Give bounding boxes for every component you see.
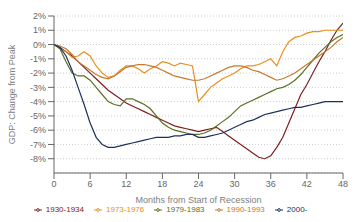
svg-text:0: 0 xyxy=(51,179,56,189)
svg-text:-3%: -3% xyxy=(30,83,46,93)
html-text:1930-1934: 1930-1934 xyxy=(45,205,84,214)
svg-text:-7%: -7% xyxy=(30,140,46,150)
html-text:1990-1993: 1990-1993 xyxy=(226,205,265,214)
svg-text:42: 42 xyxy=(302,179,312,189)
svg-text:-6%: -6% xyxy=(30,125,46,135)
svg-text:-2%: -2% xyxy=(30,68,46,78)
svg-text:18: 18 xyxy=(157,179,167,189)
svg-text:GDP: Change from Peak: GDP: Change from Peak xyxy=(8,44,17,144)
svg-text:2%: 2% xyxy=(33,11,46,21)
svg-text:0%: 0% xyxy=(33,40,46,50)
svg-text:6: 6 xyxy=(88,179,93,189)
html-text:1979-1983: 1979-1983 xyxy=(166,205,205,214)
html-text:1973-1976: 1973-1976 xyxy=(106,205,145,214)
svg-text:24: 24 xyxy=(193,179,203,189)
svg-text:36: 36 xyxy=(266,179,276,189)
svg-text:12: 12 xyxy=(121,179,131,189)
svg-text:-8%: -8% xyxy=(30,154,46,164)
svg-text:-1%: -1% xyxy=(30,54,46,64)
html-text:2000-: 2000- xyxy=(286,205,308,214)
svg-text:1%: 1% xyxy=(33,25,46,35)
svg-text:30: 30 xyxy=(230,179,240,189)
svg-text:-4%: -4% xyxy=(30,97,46,107)
svg-text:48: 48 xyxy=(338,179,348,189)
svg-text:-5%: -5% xyxy=(30,111,46,121)
svg-text:Months from Start of Recession: Months from Start of Recession xyxy=(135,195,261,205)
